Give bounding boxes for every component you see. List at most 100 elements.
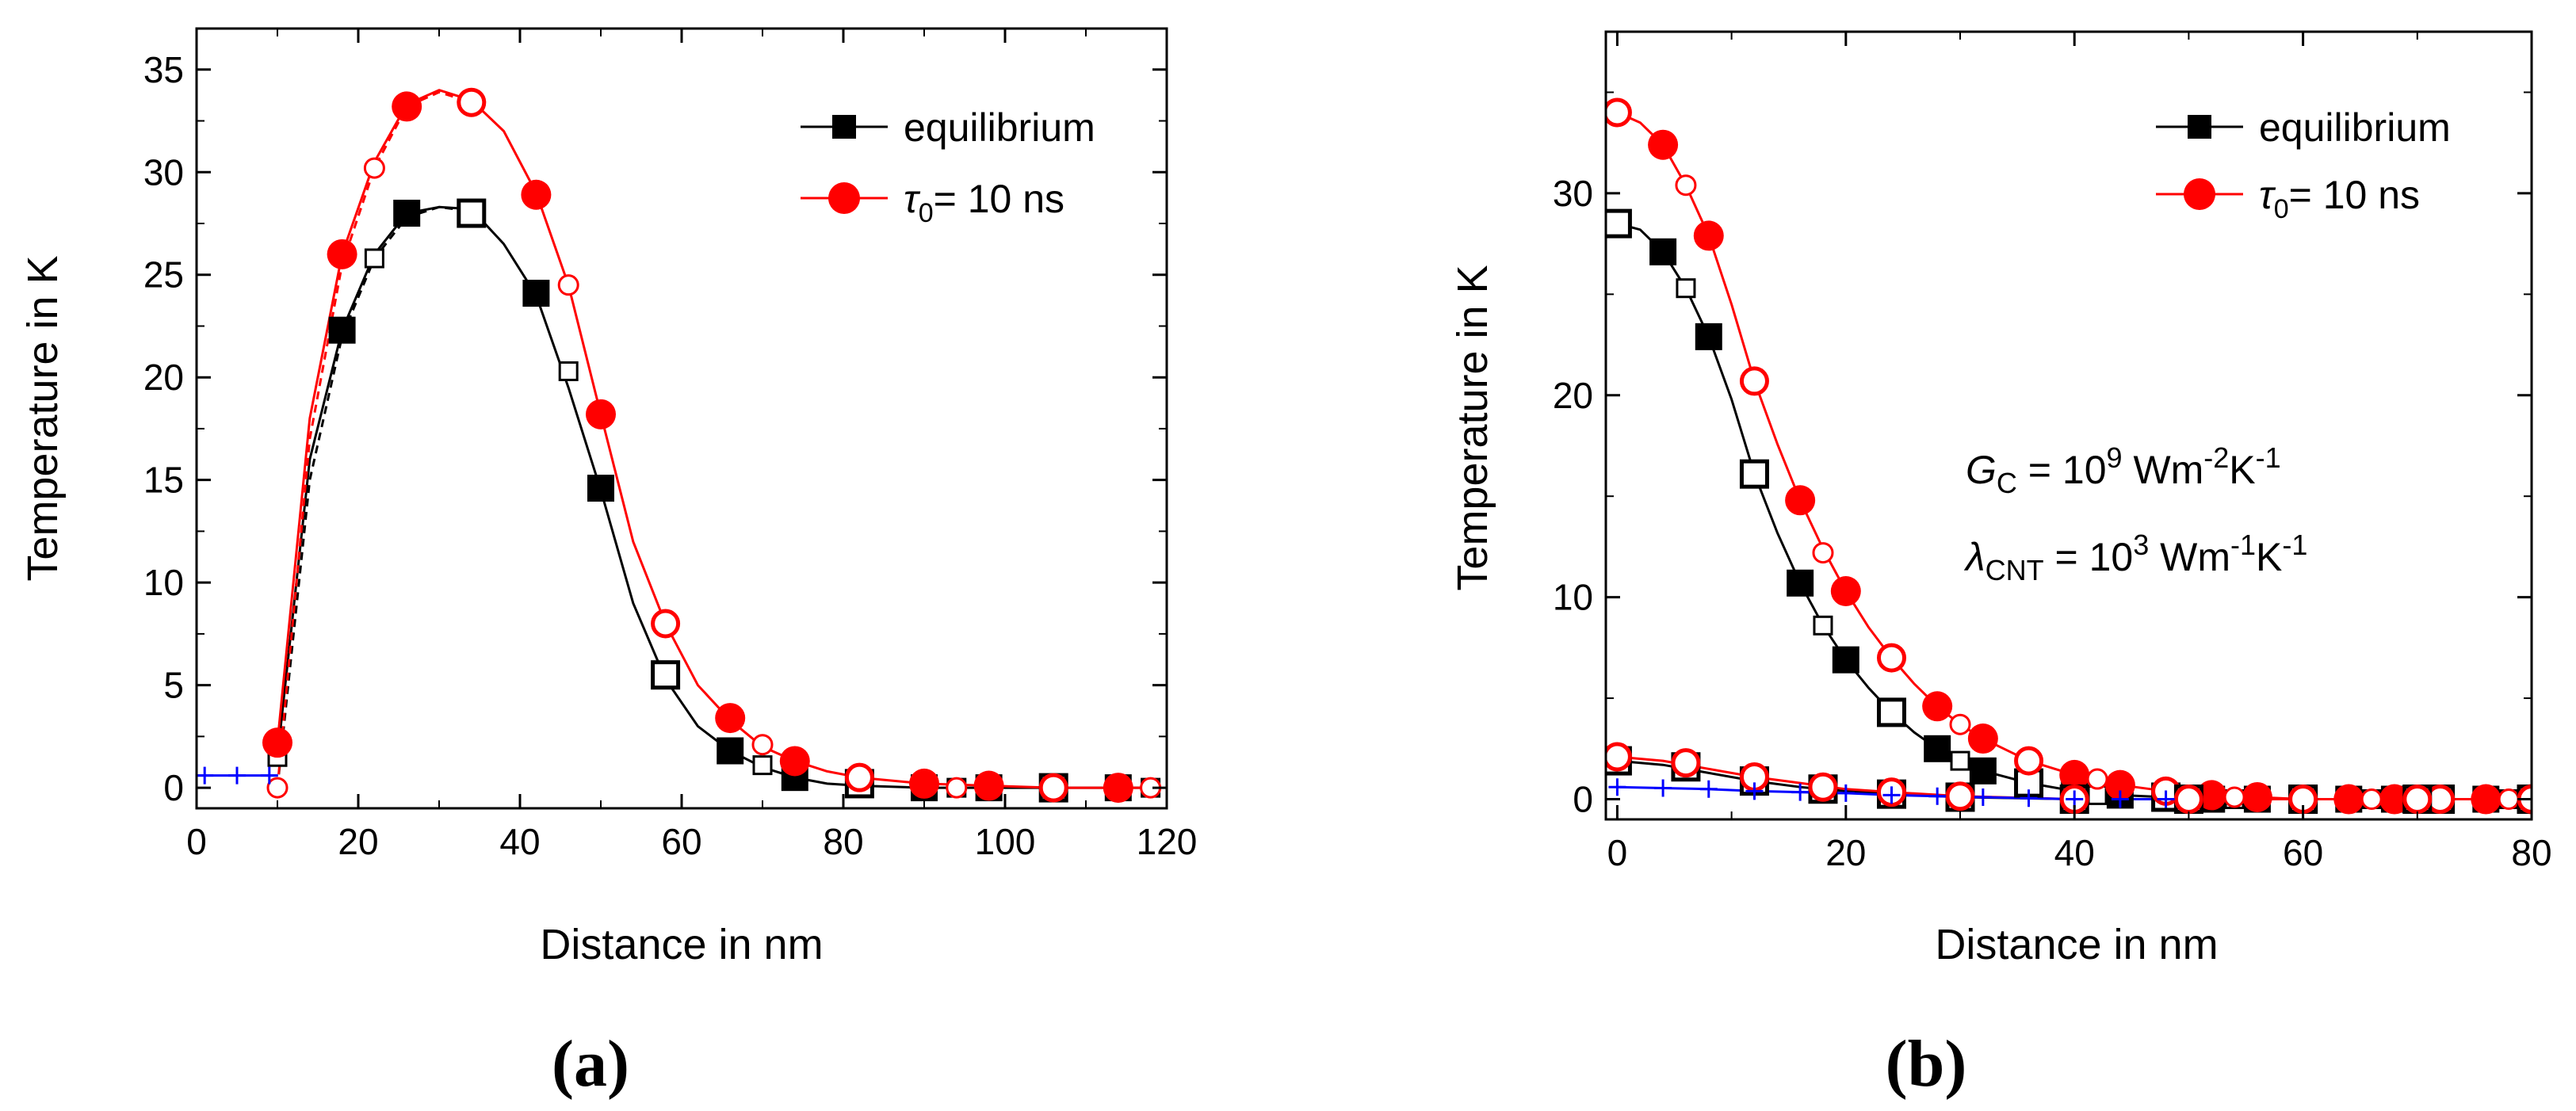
panel-a-series-line-3 xyxy=(276,90,472,788)
panel-b-marker-filled-circle-3 xyxy=(1830,575,1861,606)
annotation-lambda-symbol: λ xyxy=(1963,535,1986,579)
panel-a-xtick-label-5: 100 xyxy=(975,821,1036,862)
panel-b-marker-small-open-square-1 xyxy=(1813,615,1833,636)
panel-a-xtick-label-4: 80 xyxy=(823,821,863,862)
annotation-gc-sup3: -1 xyxy=(2256,441,2281,474)
panel-a-marker-plus-2 xyxy=(260,766,278,785)
panel-a-marker-small-open-circle-0 xyxy=(266,777,289,799)
panel-a-marker-filled-circle-6 xyxy=(779,746,810,777)
panel-a-marker-filled-square-2 xyxy=(522,280,550,307)
annotation-lambda-sup3: -1 xyxy=(2282,529,2307,561)
panel-a-ytick-label-5: 25 xyxy=(143,254,184,296)
panel-b-marker-filled-circle-2 xyxy=(1785,485,1816,516)
panel-b-marker-small-open-circle-1 xyxy=(1812,542,1834,564)
panel-b-marker-small-open-circle-0 xyxy=(1675,174,1697,197)
annotation-lambda-sup2: -1 xyxy=(2230,529,2256,561)
panel-b-marker-filled-circle-4 xyxy=(1922,691,1953,722)
annotation-gc-text2: Wm xyxy=(2123,448,2204,492)
panel-b-marker-plus-7 xyxy=(1928,787,1947,805)
panel-b-marker-filled-square-5 xyxy=(1969,757,1997,785)
panel-a-plot-area xyxy=(197,87,1162,804)
panel-b-marker-small-open-circle-2 xyxy=(1949,713,1971,735)
panel-b-marker-filled-circle-1 xyxy=(1693,220,1724,251)
annotation-gc-sup1: 9 xyxy=(2107,441,2123,474)
panel-a-ytick-label-0: 0 xyxy=(163,767,184,808)
panel-a-marker-open-circle-1 xyxy=(651,609,681,639)
panel-b-marker-plus-1 xyxy=(1654,779,1672,797)
panel-a-marker-filled-circle-5 xyxy=(715,703,746,734)
panel-b-xtick-label-2: 40 xyxy=(2054,832,2095,873)
panel-b-xtick-label-3: 60 xyxy=(2283,832,2323,873)
annotation-gc-symbol: G xyxy=(1966,448,1997,492)
panel-b-marker-plus-5 xyxy=(1836,784,1855,802)
annotation-gc-sup2: -2 xyxy=(2203,441,2229,474)
annotation-lambda-text1: = 10 xyxy=(2044,535,2134,579)
annotation-gc-text3: K xyxy=(2229,448,2255,492)
panel-b-legend: equilibrium τ0= 10 ns xyxy=(2156,105,2451,224)
panel-b-marker-small-open-square-2 xyxy=(1950,750,1970,771)
panel-b-marker-open-circle-7 xyxy=(2173,785,2203,815)
panel-a-x-axis-title: Distance in nm xyxy=(540,921,823,968)
panel-a-marker-open-circle-3 xyxy=(1038,773,1068,803)
panel-a-marker-plus-0 xyxy=(197,766,214,785)
legend-a-marker-tau xyxy=(828,182,860,214)
panel-b-marker-small-open-square-0 xyxy=(1676,278,1696,299)
panel-b-marker-open-circle-3 xyxy=(1808,772,1838,802)
panel-a-xtick-label-6: 120 xyxy=(1137,821,1198,862)
panel-a-marker-filled-circle-7 xyxy=(909,768,939,799)
panel-b-xtick-label-0: 0 xyxy=(1607,832,1628,873)
legend-a-tau-sub: 0 xyxy=(919,198,934,228)
panel-b-marker-small-open-circle-6 xyxy=(2498,788,2520,811)
panel-b-marker-small-open-circle-4 xyxy=(2223,786,2245,808)
panel-a-marker-filled-square-1 xyxy=(393,200,421,227)
legend-b-label-equilibrium: equilibrium xyxy=(2259,105,2451,150)
annotation-gc-text1: = 10 xyxy=(2017,448,2107,492)
panel-b-marker-filled-circle-11 xyxy=(2379,784,2410,815)
legend-b-tau-sub: 0 xyxy=(2274,194,2289,224)
legend-b-marker-equilibrium xyxy=(2188,115,2211,139)
panel-a-marker-filled-circle-1 xyxy=(327,239,357,269)
panel-b-marker-open-circle-1 xyxy=(1739,366,1769,396)
legend-b-marker-tau xyxy=(2184,178,2215,210)
panel-b-marker-open-circle-0 xyxy=(1606,742,1632,772)
legend-a-label-tau: τ0= 10 ns xyxy=(904,177,1064,228)
panel-b-marker-filled-square-2 xyxy=(1787,569,1814,597)
legend-b-tau-symbol: τ xyxy=(2259,173,2276,217)
panel-b-marker-filled-circle-9 xyxy=(2242,781,2272,812)
panel-b-marker-filled-circle-6 xyxy=(2059,759,2090,790)
panel-a-marker-small-open-circle-1 xyxy=(363,157,385,179)
panel-b-marker-filled-circle-5 xyxy=(1967,723,1998,754)
panel-a-marker-open-square-0 xyxy=(457,198,487,228)
panel-b-marker-filled-square-3 xyxy=(1832,646,1859,674)
panel-b-marker-filled-circle-12 xyxy=(2471,784,2501,815)
panel-b-marker-filled-circle-0 xyxy=(1648,129,1679,160)
panel-a-marker-small-open-square-1 xyxy=(364,248,384,269)
annotation-lambda-sub: CNT xyxy=(1986,554,2044,586)
panel-b-marker-filled-circle-10 xyxy=(2333,784,2364,815)
panel-a-marker-plus-1 xyxy=(228,766,246,785)
panel-b-marker-open-circle-5 xyxy=(1945,781,1975,811)
panel-a-marker-small-open-circle-2 xyxy=(557,274,579,296)
panel-a-y-axis-title: Temperature in K xyxy=(19,255,67,581)
panel-a-marker-filled-circle-8 xyxy=(973,770,1004,801)
panel-b-xtick-label-4: 80 xyxy=(2511,832,2551,873)
panel-a-marker-filled-circle-4 xyxy=(586,399,616,430)
panel-b-marker-plus-11 xyxy=(2111,790,2129,808)
panel-a-marker-filled-square-4 xyxy=(717,737,744,765)
panel-b-marker-plus-0 xyxy=(1608,778,1626,796)
panel-a-label: (a) xyxy=(552,1027,629,1101)
panel-a-ytick-label-4: 20 xyxy=(143,357,184,398)
panel-b-marker-plus-6 xyxy=(1882,786,1901,804)
panel-b-ytick-label-0: 0 xyxy=(1573,779,1593,820)
legend-a-tau-symbol: τ xyxy=(904,177,921,221)
panel-b-marker-open-circle-2 xyxy=(1876,643,1906,673)
panel-b-marker-open-square-0 xyxy=(1606,208,1632,239)
panel-b-y-axis-title: Temperature in K xyxy=(1449,265,1496,590)
panel-b-marker-small-open-circle-5 xyxy=(2360,788,2383,811)
annotation-lambda: λCNT = 103 Wm-1K-1 xyxy=(1963,529,2307,586)
panel-a-ytick-label-7: 35 xyxy=(143,49,184,90)
panel-b-marker-plus-12 xyxy=(2157,790,2175,808)
panel-b-marker-plus-8 xyxy=(1974,788,1992,806)
panel-b-marker-plus-3 xyxy=(1745,782,1764,800)
